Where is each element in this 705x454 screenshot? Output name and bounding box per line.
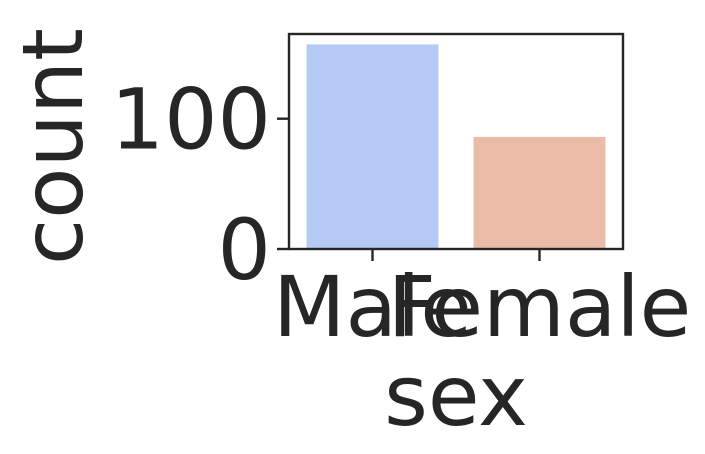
bar-male xyxy=(306,44,439,250)
y-axis-label: count xyxy=(4,28,102,265)
bar-female xyxy=(473,136,606,249)
plot-frame xyxy=(287,32,625,251)
x-tick-label: Male xyxy=(273,258,472,356)
y-tick-label: 0 xyxy=(218,201,271,299)
bars-group xyxy=(306,44,606,250)
y-tick-label: 100 xyxy=(111,71,271,169)
x-axis-label: sex xyxy=(384,347,528,445)
x-tick-label: Female xyxy=(388,258,692,356)
